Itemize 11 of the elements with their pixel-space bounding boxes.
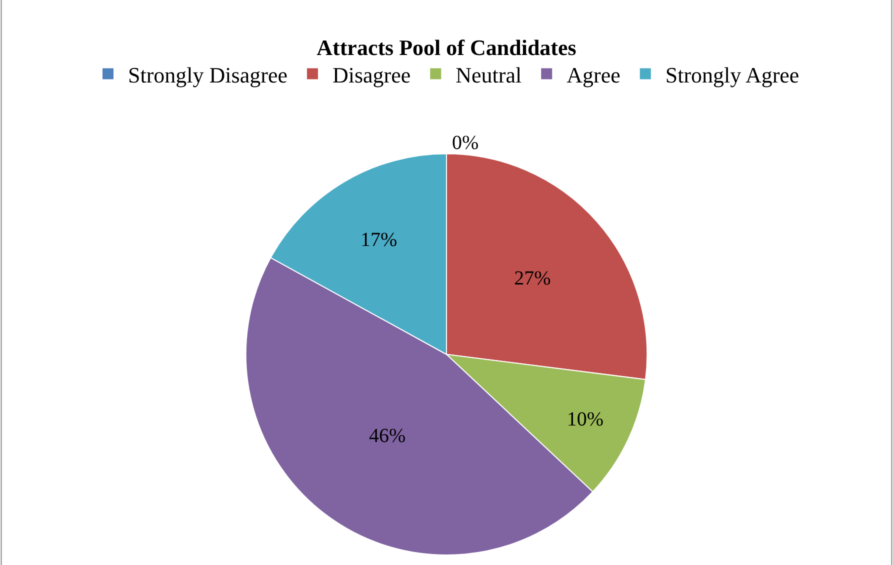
- data-label: 46%: [368, 424, 406, 447]
- chart-title: Attracts Pool of Candidates: [316, 34, 577, 60]
- text: 0%: [452, 132, 479, 154]
- legend-label: Neutral: [456, 62, 522, 88]
- legend-label: Strongly Agree: [665, 62, 800, 88]
- data-label: 27%: [514, 268, 551, 290]
- data-label: 10%: [566, 408, 604, 431]
- legend-label: Agree: [566, 62, 620, 88]
- data-label: 17%: [360, 228, 398, 251]
- legend-label: Disagree: [332, 62, 411, 88]
- legend-label: Strongly Disagree: [128, 62, 288, 88]
